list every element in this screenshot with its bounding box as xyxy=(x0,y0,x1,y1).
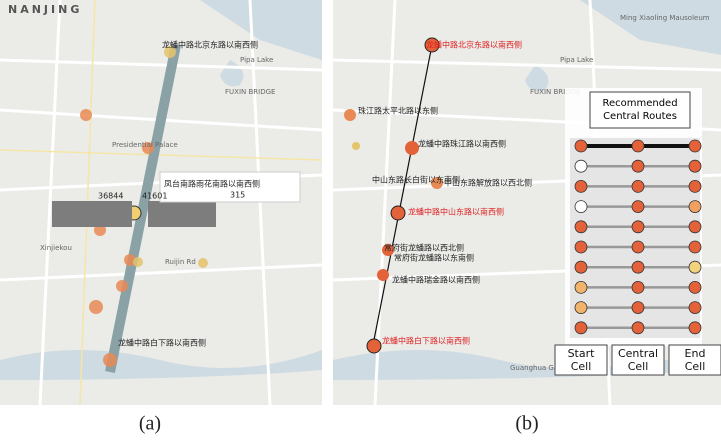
route-cell xyxy=(688,301,702,315)
popup-value: 41601 xyxy=(142,192,167,201)
place-label: FUXIN BRIDGE xyxy=(225,88,275,96)
popup-value: 36844 xyxy=(98,192,123,201)
route-cell xyxy=(631,159,645,173)
route-cell xyxy=(688,220,702,234)
route-cell xyxy=(574,301,588,315)
route-cell xyxy=(574,280,588,294)
route-cell xyxy=(631,301,645,315)
place-label: Ruijin Rd xyxy=(165,258,196,266)
route-cell xyxy=(574,260,588,274)
legend-title: Recommended Central Routes xyxy=(602,98,677,122)
route-cell xyxy=(574,200,588,214)
caption: (b) xyxy=(515,413,538,435)
route-cell xyxy=(688,280,702,294)
route-cell xyxy=(631,240,645,254)
route-cell xyxy=(631,280,645,294)
station-label: 龙蟠中路北京东路以南西侧 xyxy=(426,40,522,50)
station-label: 中山东路长白街以东南侧 xyxy=(372,175,460,185)
route-cell xyxy=(688,179,702,193)
column-box xyxy=(611,344,665,376)
route-cell xyxy=(631,179,645,193)
station-label: 龙蟠中路北京东路以南西侧 xyxy=(162,40,258,50)
station-label: 中山东路解放路以西北侧 xyxy=(444,178,532,188)
route-cell xyxy=(574,321,588,335)
station-label: 龙蟠中路白下路以南西侧 xyxy=(118,338,206,348)
station-label: 龙蟠中路瑞金路以南西侧 xyxy=(392,275,480,285)
column-box xyxy=(668,344,721,376)
route-cell xyxy=(631,200,645,214)
column-label: Central Cell xyxy=(618,347,658,373)
popup-value: 315 xyxy=(230,191,245,200)
column-label: End Cell xyxy=(685,347,706,373)
route-cell xyxy=(631,220,645,234)
station-label: 珠江路太平北路以东侧 xyxy=(358,106,438,116)
station-label: 龙蟠中路白下路以南西侧 xyxy=(382,336,470,346)
route-cell xyxy=(574,179,588,193)
route-cell xyxy=(688,200,702,214)
place-label: Guanghua Gate xyxy=(510,364,565,372)
place-label: Presidential Palace xyxy=(112,141,178,149)
caption: (a) xyxy=(139,413,161,435)
station-label: 常府街龙蟠路以西北侧 xyxy=(384,243,464,253)
route-cell xyxy=(631,139,645,153)
place-label: Pipa Lake xyxy=(240,56,273,64)
map-a: NANJING Presidential Palace FUXIN BRIDGE… xyxy=(0,0,323,406)
station-label: 凤台南路雨花南路以南西侧 xyxy=(164,179,260,189)
station-label: 龙蟠中路中山东路以南西侧 xyxy=(408,207,504,217)
place-label: Pipa Lake xyxy=(560,56,593,64)
route-cell xyxy=(574,159,588,173)
column-label: Start Cell xyxy=(568,347,596,373)
map-b: Ming Xiaoling Mausoleum Pipa Lake FUXIN … xyxy=(332,0,721,406)
route-cell xyxy=(688,260,702,274)
route-cell xyxy=(688,159,702,173)
route-cell xyxy=(631,321,645,335)
route-cell xyxy=(688,321,702,335)
place-label: Ming Xiaoling Mausoleum xyxy=(620,14,710,22)
station-label: 常府街龙蟠路以东南侧 xyxy=(394,253,474,263)
station-label: 龙蟠中路珠江路以南西侧 xyxy=(418,139,506,149)
place-label: FUXIN BRIDGE xyxy=(530,88,580,96)
column-box xyxy=(554,344,608,376)
route-cell xyxy=(688,139,702,153)
city-label: NANJING xyxy=(8,3,82,16)
route-cell xyxy=(688,240,702,254)
route-cell xyxy=(574,139,588,153)
route-cell xyxy=(574,220,588,234)
route-cell xyxy=(631,260,645,274)
route-cell xyxy=(574,240,588,254)
place-label: Xinjiekou xyxy=(40,244,72,252)
